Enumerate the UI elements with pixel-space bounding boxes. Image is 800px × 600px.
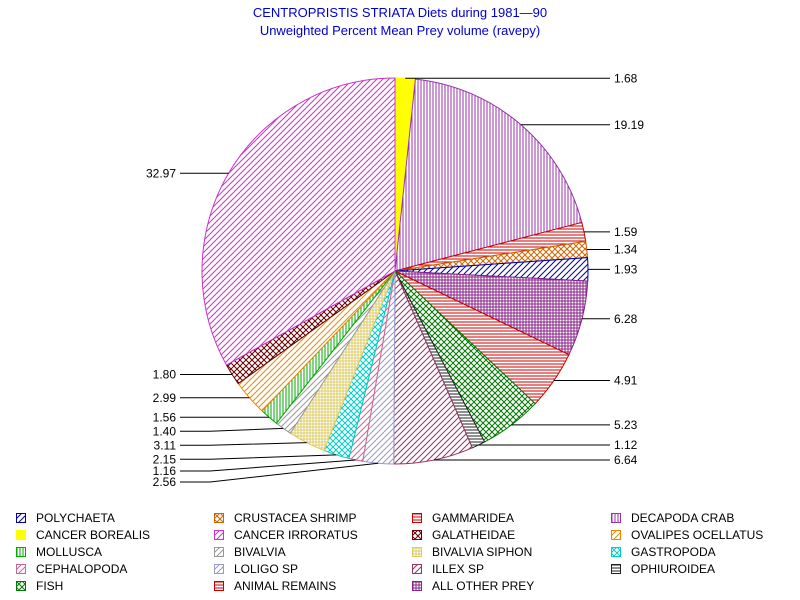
value-label: 1.56 bbox=[153, 410, 177, 424]
value-label: 5.23 bbox=[614, 418, 638, 432]
legend-label: OPHIUROIDEA bbox=[631, 562, 716, 576]
value-label: 2.56 bbox=[153, 475, 177, 489]
leader-line bbox=[180, 442, 307, 446]
value-label: 6.64 bbox=[614, 453, 638, 467]
chart-title-block: CENTROPRISTIS STRIATA Diets during 1981—… bbox=[0, 4, 800, 40]
legend-swatch bbox=[412, 564, 422, 574]
value-label: 1.80 bbox=[153, 367, 177, 381]
value-label: 1.16 bbox=[153, 464, 177, 478]
value-label: 1.40 bbox=[153, 424, 177, 438]
leader-line bbox=[180, 454, 337, 460]
legend-label: BIVALVIA SIPHON bbox=[432, 545, 533, 559]
legend-swatch bbox=[611, 547, 621, 557]
pie-slices bbox=[201, 77, 589, 465]
legend-swatch bbox=[214, 547, 224, 557]
leader-line bbox=[180, 462, 379, 483]
legend-swatch bbox=[16, 547, 26, 557]
value-label: 3.11 bbox=[154, 438, 177, 452]
legend-swatch bbox=[412, 530, 422, 540]
pie-slice-decapoda-crab bbox=[394, 78, 583, 272]
value-label: 6.28 bbox=[614, 312, 638, 326]
legend-swatch bbox=[412, 547, 422, 557]
legend-label: GALATHEIDAE bbox=[432, 528, 516, 542]
value-label: 1.12 bbox=[614, 438, 638, 452]
legend-label: DECAPODA CRAB bbox=[631, 511, 735, 525]
legend-swatch bbox=[412, 513, 422, 523]
value-label: 19.19 bbox=[614, 118, 644, 132]
legend-swatch bbox=[611, 513, 621, 523]
legend-label: CEPHALOPODA bbox=[36, 562, 128, 576]
leader-line bbox=[180, 459, 356, 472]
legend-label: BIVALVIA bbox=[234, 545, 286, 559]
pie-value-labels: 1.68 19.19 1.59 1.34 1.93 6.28 4.91 5.23 1.126.6… bbox=[146, 71, 644, 489]
value-label: 4.91 bbox=[614, 373, 638, 387]
value-label: 2.99 bbox=[153, 391, 177, 405]
legend-swatch bbox=[214, 581, 224, 591]
value-label: 32.97 bbox=[146, 166, 176, 180]
legend-label: FISH bbox=[36, 579, 64, 593]
chart-title: CENTROPRISTIS STRIATA Diets during 1981—… bbox=[252, 5, 548, 20]
chart-subtitle: Unweighted Percent Mean Prey volume (rav… bbox=[259, 23, 541, 38]
legend-label: CANCER BOREALIS bbox=[36, 528, 151, 542]
legend-swatch bbox=[611, 564, 621, 574]
legend-swatch bbox=[214, 564, 224, 574]
legend-swatch bbox=[611, 530, 621, 540]
legend-swatch bbox=[16, 513, 26, 523]
legend-label: OVALIPES OCELLATUS bbox=[631, 528, 764, 542]
legend-label: ANIMAL REMAINS bbox=[234, 579, 337, 593]
legend-swatch bbox=[16, 564, 26, 574]
value-label: 2.15 bbox=[153, 452, 177, 466]
value-label: 1.59 bbox=[614, 225, 638, 239]
legend-label: CANCER IRRORATUS bbox=[234, 528, 358, 542]
legend-swatch bbox=[214, 513, 224, 523]
legend-label: ILLEX SP bbox=[432, 562, 485, 576]
legend-label: MOLLUSCA bbox=[36, 545, 103, 559]
legend-swatch bbox=[214, 530, 224, 540]
pie-chart: 1.68 19.19 1.59 1.34 1.93 6.28 4.91 5.23 1.126.6… bbox=[146, 71, 644, 489]
legend-label: GAMMARIDEA bbox=[432, 511, 515, 525]
value-label: 1.34 bbox=[614, 242, 638, 256]
pie-slice-cancer-irroratus bbox=[201, 77, 396, 366]
leader-line bbox=[180, 427, 284, 432]
legend-label: LOLIGO SP bbox=[234, 562, 299, 576]
legend-label: ALL OTHER PREY bbox=[432, 579, 535, 593]
value-label: 1.68 bbox=[614, 71, 638, 85]
value-label: 1.93 bbox=[614, 262, 638, 276]
legend-label: GASTROPODA bbox=[631, 545, 716, 559]
legend-swatch bbox=[412, 581, 422, 591]
legend-label: CRUSTACEA SHRIMP bbox=[234, 511, 357, 525]
legend-swatch bbox=[16, 530, 26, 540]
legend-label: POLYCHAETA bbox=[36, 511, 115, 525]
legend-swatch bbox=[16, 581, 26, 591]
